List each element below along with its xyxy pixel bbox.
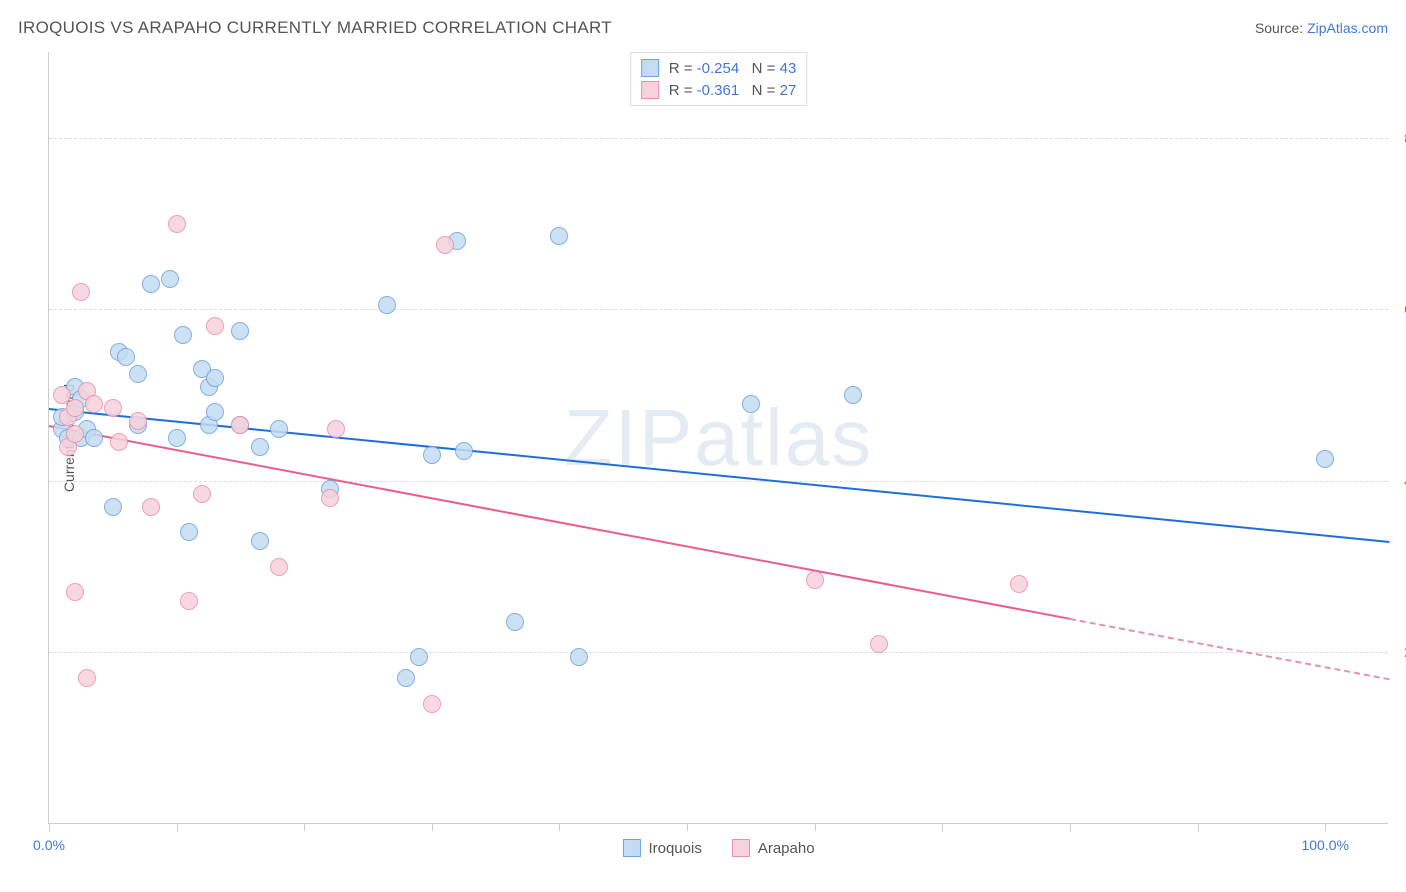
data-point xyxy=(844,386,862,404)
legend-row: R = -0.361 N = 27 xyxy=(641,79,797,101)
data-point xyxy=(423,695,441,713)
legend-label: Iroquois xyxy=(648,840,701,857)
x-tick xyxy=(1198,823,1199,831)
gridline xyxy=(49,309,1388,310)
data-point xyxy=(85,395,103,413)
data-point xyxy=(66,583,84,601)
x-tick xyxy=(1325,823,1326,831)
chart-source: Source: ZipAtlas.com xyxy=(1255,20,1388,36)
data-point xyxy=(66,425,84,443)
trend-line xyxy=(49,408,1389,543)
chart-title: IROQUOIS VS ARAPAHO CURRENTLY MARRIED CO… xyxy=(18,18,612,38)
gridline xyxy=(49,652,1388,653)
data-point xyxy=(397,669,415,687)
data-point xyxy=(142,498,160,516)
data-point xyxy=(142,275,160,293)
data-point xyxy=(270,420,288,438)
data-point xyxy=(327,420,345,438)
legend-item: Arapaho xyxy=(732,839,815,857)
x-tick xyxy=(815,823,816,831)
x-tick xyxy=(942,823,943,831)
x-tick xyxy=(304,823,305,831)
data-point xyxy=(251,532,269,550)
data-point xyxy=(193,485,211,503)
watermark: ZIPatlas xyxy=(564,392,873,484)
data-point xyxy=(72,283,90,301)
data-point xyxy=(570,648,588,666)
legend-swatch xyxy=(732,839,750,857)
x-tick xyxy=(177,823,178,831)
data-point xyxy=(117,348,135,366)
x-tick xyxy=(559,823,560,831)
x-tick xyxy=(49,823,50,831)
data-point xyxy=(1316,450,1334,468)
legend-stats: R = -0.254 N = 43 xyxy=(669,60,797,77)
data-point xyxy=(410,648,428,666)
source-prefix: Source: xyxy=(1255,20,1307,36)
x-tick-label: 0.0% xyxy=(33,837,65,853)
legend-swatch xyxy=(622,839,640,857)
data-point xyxy=(161,270,179,288)
data-point xyxy=(104,399,122,417)
data-point xyxy=(455,442,473,460)
legend-swatch xyxy=(641,59,659,77)
trend-line xyxy=(49,425,1070,620)
data-point xyxy=(66,399,84,417)
gridline xyxy=(49,481,1388,482)
data-point xyxy=(870,635,888,653)
data-point xyxy=(321,489,339,507)
data-point xyxy=(206,317,224,335)
x-tick xyxy=(432,823,433,831)
legend-label: Arapaho xyxy=(758,840,815,857)
data-point xyxy=(231,416,249,434)
gridline xyxy=(49,138,1388,139)
x-tick-label: 100.0% xyxy=(1301,837,1348,853)
legend-swatch xyxy=(641,81,659,99)
data-point xyxy=(251,438,269,456)
data-point xyxy=(436,236,454,254)
scatter-plot: ZIPatlas Currently Married 20.0%40.0%60.… xyxy=(48,52,1388,824)
data-point xyxy=(78,669,96,687)
data-point xyxy=(206,369,224,387)
data-point xyxy=(506,613,524,631)
data-point xyxy=(270,558,288,576)
data-point xyxy=(174,326,192,344)
data-point xyxy=(168,215,186,233)
data-point xyxy=(806,571,824,589)
trend-line xyxy=(1070,618,1389,680)
data-point xyxy=(168,429,186,447)
data-point xyxy=(206,403,224,421)
data-point xyxy=(1010,575,1028,593)
data-point xyxy=(129,412,147,430)
data-point xyxy=(85,429,103,447)
series-legend: Iroquois Arapaho xyxy=(622,839,814,857)
watermark-atlas: atlas xyxy=(694,393,873,482)
correlation-legend: R = -0.254 N = 43 R = -0.361 N = 27 xyxy=(630,52,808,106)
source-link[interactable]: ZipAtlas.com xyxy=(1307,20,1388,36)
chart-header: IROQUOIS VS ARAPAHO CURRENTLY MARRIED CO… xyxy=(18,18,1388,38)
legend-stats: R = -0.361 N = 27 xyxy=(669,82,797,99)
data-point xyxy=(104,498,122,516)
data-point xyxy=(231,322,249,340)
data-point xyxy=(129,365,147,383)
data-point xyxy=(180,523,198,541)
x-tick xyxy=(687,823,688,831)
x-tick xyxy=(1070,823,1071,831)
watermark-zip: ZIP xyxy=(564,393,694,482)
data-point xyxy=(550,227,568,245)
legend-row: R = -0.254 N = 43 xyxy=(641,57,797,79)
legend-item: Iroquois xyxy=(622,839,701,857)
data-point xyxy=(423,446,441,464)
data-point xyxy=(180,592,198,610)
data-point xyxy=(110,433,128,451)
data-point xyxy=(378,296,396,314)
data-point xyxy=(742,395,760,413)
